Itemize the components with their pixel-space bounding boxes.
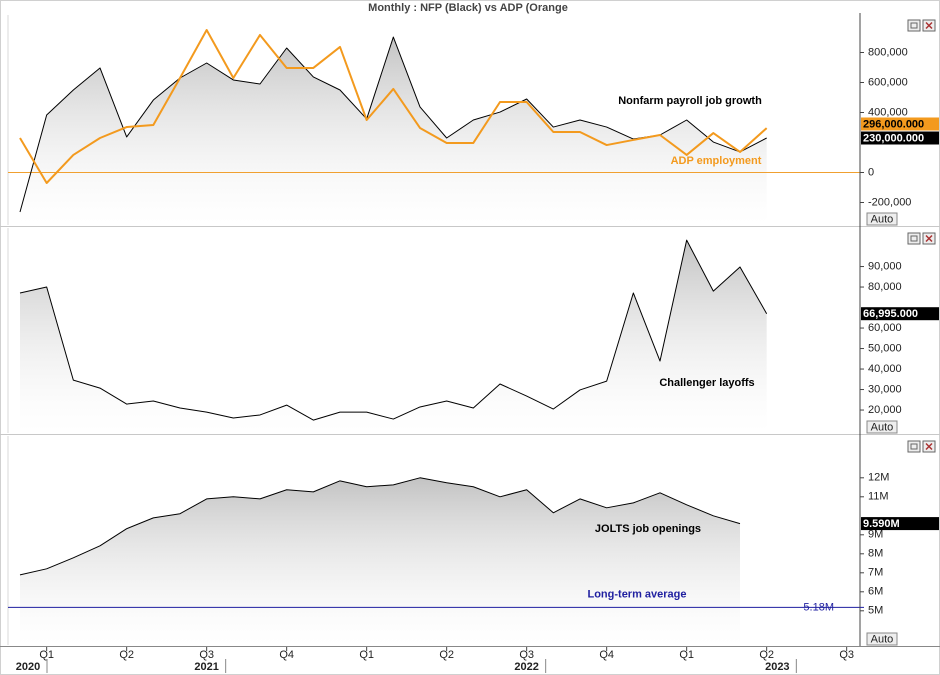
value-box	[861, 517, 939, 531]
y-tick-label: 40,000	[868, 363, 902, 375]
maximize-button[interactable]	[907, 440, 921, 453]
x-tick-label: Q2	[439, 649, 454, 661]
series-line	[19, 29, 768, 184]
reference-label: 5.18M	[803, 601, 834, 613]
close-icon	[925, 234, 933, 243]
area	[20, 477, 740, 645]
value-box	[861, 307, 939, 321]
x-tick-label: Q3	[839, 649, 854, 661]
close-icon	[925, 442, 933, 451]
auto-button[interactable]	[866, 420, 898, 434]
series-name: Nonfarm payroll job growth	[618, 95, 762, 107]
y-tick-label: 5M	[868, 605, 883, 617]
y-tick-label: 12M	[868, 472, 889, 484]
y-tick-label: 9M	[868, 529, 883, 541]
value-label: 230,000.000	[863, 132, 924, 144]
series-name: Challenger layoffs	[659, 377, 754, 389]
y-tick-label: 6M	[868, 586, 883, 598]
series-line	[19, 239, 768, 421]
auto-label: Auto	[871, 421, 894, 433]
y-tick-label: 11M	[868, 491, 889, 503]
y-tick-label: 400,000	[868, 106, 908, 118]
x-tick-label: Q3	[519, 649, 534, 661]
y-tick-label: 0	[868, 166, 874, 178]
y-tick-label: 8M	[868, 548, 883, 560]
x-tick-label: Q4	[599, 649, 614, 661]
x-tick-label: Q2	[119, 649, 134, 661]
value-label: 9.590M	[863, 518, 900, 530]
maximize-button[interactable]	[907, 232, 921, 245]
value-box	[861, 117, 939, 131]
series-name: ADP employment	[671, 155, 762, 167]
auto-label: Auto	[871, 213, 894, 225]
series-line	[19, 477, 741, 576]
x-tick-label: Q2	[759, 649, 774, 661]
maximize-inner	[910, 235, 918, 242]
y-tick-label: 800,000	[868, 46, 908, 58]
x-tick-label: Q1	[39, 649, 54, 661]
x-tick-label: Q3	[199, 649, 214, 661]
area	[20, 37, 767, 225]
year-label: 2022	[514, 661, 538, 673]
year-label: 2023	[765, 661, 789, 673]
y-tick-label: 90,000	[868, 260, 902, 272]
maximize-inner	[910, 22, 918, 29]
year-label: 2020	[16, 661, 40, 673]
y-tick-label: 20,000	[868, 404, 902, 416]
auto-button[interactable]	[866, 632, 898, 646]
maximize-inner	[910, 443, 918, 450]
value-label: 296,000.000	[863, 118, 924, 130]
auto-button[interactable]	[866, 212, 898, 226]
maximize-button[interactable]	[907, 19, 921, 32]
auto-label: Auto	[871, 633, 894, 645]
value-box	[861, 131, 939, 145]
y-tick-label: 50,000	[868, 342, 902, 354]
y-tick-label: 60,000	[868, 322, 902, 334]
y-tick-label: 7M	[868, 567, 883, 579]
chart-title: Monthly : NFP (Black) vs ADP (Orange	[368, 2, 568, 14]
x-tick-label: Q1	[679, 649, 694, 661]
y-tick-label: 30,000	[868, 383, 902, 395]
y-tick-label: 600,000	[868, 76, 908, 88]
y-tick-label: -200,000	[868, 196, 911, 208]
year-label: 2021	[194, 661, 218, 673]
y-tick-label: 80,000	[868, 281, 902, 293]
series-name: JOLTS job openings	[595, 523, 701, 535]
x-tick-label: Q1	[359, 649, 374, 661]
close-icon	[925, 21, 933, 30]
reference-name: Long-term average	[587, 588, 686, 600]
area	[20, 240, 767, 433]
x-tick-label: Q4	[279, 649, 294, 661]
value-label: 66,995.000	[863, 308, 918, 320]
